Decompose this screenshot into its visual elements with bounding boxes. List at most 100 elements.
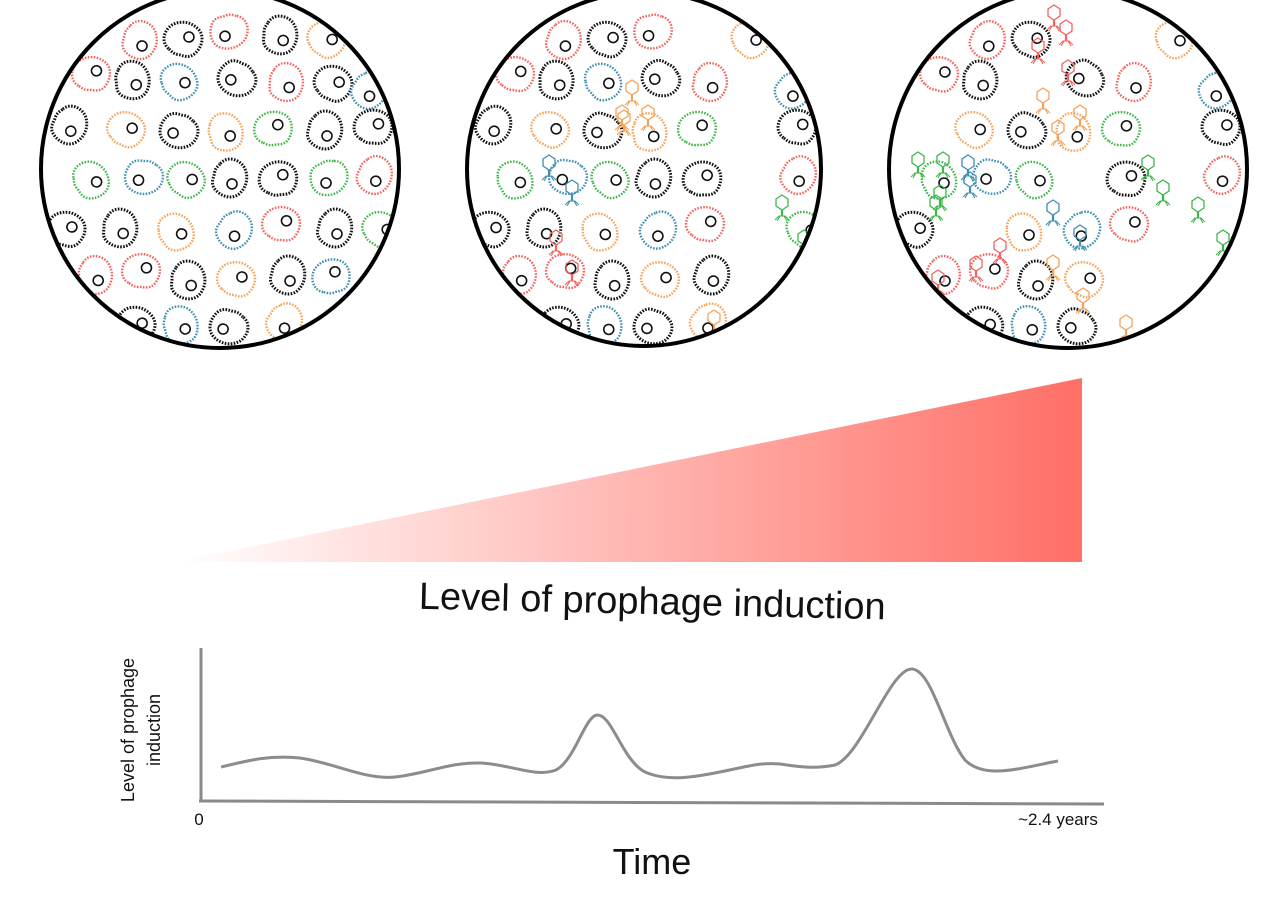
x-axis xyxy=(198,799,1105,806)
phage-icon xyxy=(1072,104,1088,132)
phage-icon xyxy=(1075,287,1091,315)
phage-icon xyxy=(548,229,564,257)
bacterium-icon xyxy=(1063,261,1105,299)
bacterium-icon xyxy=(954,110,994,150)
bacterium-icon xyxy=(640,58,682,98)
phage-icon xyxy=(1140,154,1156,182)
bacterium-icon xyxy=(1105,160,1147,197)
bacterium-icon xyxy=(1100,110,1142,147)
bacterium-icon xyxy=(968,253,1010,290)
phage-icon xyxy=(564,259,580,287)
phage-icon xyxy=(992,237,1008,265)
phage-icon xyxy=(935,151,951,179)
induction-wedge xyxy=(176,378,1082,562)
bacterium-icon xyxy=(634,157,673,199)
bacterium-icon xyxy=(268,61,305,103)
bacterium-icon xyxy=(530,110,571,149)
bacterium-icon xyxy=(920,160,958,200)
bacterium-icon xyxy=(586,305,623,345)
bacterium-icon xyxy=(963,305,1005,345)
bacterium-icon xyxy=(70,55,112,92)
bacterium-icon xyxy=(639,261,681,299)
bacterium-icon xyxy=(214,210,254,250)
bacterium-icon xyxy=(581,212,619,252)
bacterium-icon xyxy=(538,59,575,101)
phage-icon xyxy=(1190,196,1206,224)
bacterium-icon xyxy=(1014,160,1054,200)
bacterium-icon xyxy=(162,305,199,345)
bacterium-icon xyxy=(968,19,1006,61)
bacterium-icon xyxy=(157,212,195,252)
phage-icon xyxy=(1058,19,1074,47)
y-axis-label-line1: Level of prophage xyxy=(118,658,138,802)
x-axis-start-label: 0 xyxy=(194,810,203,829)
bacterium-icon xyxy=(684,205,726,243)
phage-icon xyxy=(962,171,978,199)
bacterium-icon xyxy=(72,160,110,200)
phage-icon xyxy=(640,104,656,132)
bacteria-population xyxy=(45,13,399,346)
bacterium-icon xyxy=(971,158,1013,195)
phage-icon xyxy=(774,194,790,222)
bacterium-icon xyxy=(544,19,582,61)
bacterium-icon xyxy=(1064,58,1106,98)
bacterium-icon xyxy=(170,259,207,301)
bacterium-icon xyxy=(209,13,249,50)
phage-icon xyxy=(541,154,557,182)
timeline-chart: Level of prophage induction 0 ~2.4 years… xyxy=(118,648,1105,882)
bacterium-icon xyxy=(162,20,204,58)
bacteria-population xyxy=(893,19,1242,346)
bacteria-population xyxy=(469,13,821,346)
bacterium-icon xyxy=(253,110,293,147)
wedge-label: Level of prophage induction xyxy=(418,576,886,629)
bacterium-icon xyxy=(208,308,250,346)
bacterium-icon xyxy=(582,111,624,150)
culture-circle xyxy=(465,0,823,348)
bacterium-icon xyxy=(102,207,139,249)
bacterium-icon xyxy=(316,207,354,249)
bacterium-icon xyxy=(776,108,818,146)
bacterium-icon xyxy=(1108,206,1150,243)
bacterium-icon xyxy=(257,160,299,197)
phage-population xyxy=(541,79,812,337)
bacterium-icon xyxy=(216,59,258,98)
bacterium-icon xyxy=(1056,307,1098,346)
phage-icon xyxy=(1046,4,1062,32)
bacterium-icon xyxy=(633,13,673,50)
bacterium-icon xyxy=(260,205,302,242)
bacterium-icon xyxy=(166,160,206,200)
bacterium-icon xyxy=(691,61,729,103)
bacterium-icon xyxy=(120,252,162,289)
culture-panel-high xyxy=(887,0,1249,350)
bacterium-icon xyxy=(1200,108,1242,146)
culture-panel-low xyxy=(39,0,401,350)
bacterium-icon xyxy=(1202,155,1242,195)
bacterium-icon xyxy=(590,160,630,200)
bacterium-icon xyxy=(215,261,257,298)
bacterium-icon xyxy=(632,307,674,346)
culture-circle xyxy=(887,0,1249,350)
culture-circle xyxy=(39,0,401,350)
bacterium-icon xyxy=(159,62,199,102)
phage-icon xyxy=(910,151,926,179)
bacterium-icon xyxy=(494,55,536,93)
bacterium-icon xyxy=(207,112,244,152)
bacterium-icon xyxy=(1010,20,1052,59)
bacterium-icon xyxy=(1006,111,1048,150)
bacterium-icon xyxy=(586,20,628,59)
bacterium-icon xyxy=(269,254,307,296)
phage-icon xyxy=(1060,59,1076,87)
bacterium-icon xyxy=(1062,210,1102,250)
bacterium-icon xyxy=(312,64,354,103)
phage-icon xyxy=(1030,37,1046,65)
bacterium-icon xyxy=(918,56,960,93)
x-axis-title: Time xyxy=(613,841,692,882)
bacterium-icon xyxy=(692,254,731,296)
bacterium-icon xyxy=(1005,212,1043,252)
phage-icon xyxy=(564,179,580,207)
culture-panel-medium xyxy=(465,0,823,348)
bacterium-icon xyxy=(211,157,249,199)
bacterium-icon xyxy=(262,14,299,56)
bacterium-icon xyxy=(115,305,157,344)
